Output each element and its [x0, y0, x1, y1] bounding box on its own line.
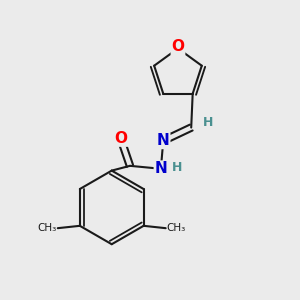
- Text: CH₃: CH₃: [167, 223, 186, 233]
- Text: O: O: [115, 131, 128, 146]
- Text: CH₃: CH₃: [37, 223, 57, 233]
- Text: O: O: [172, 39, 184, 54]
- Text: N: N: [157, 133, 169, 148]
- Text: N: N: [154, 161, 167, 176]
- Text: H: H: [203, 116, 214, 129]
- Text: H: H: [172, 161, 182, 174]
